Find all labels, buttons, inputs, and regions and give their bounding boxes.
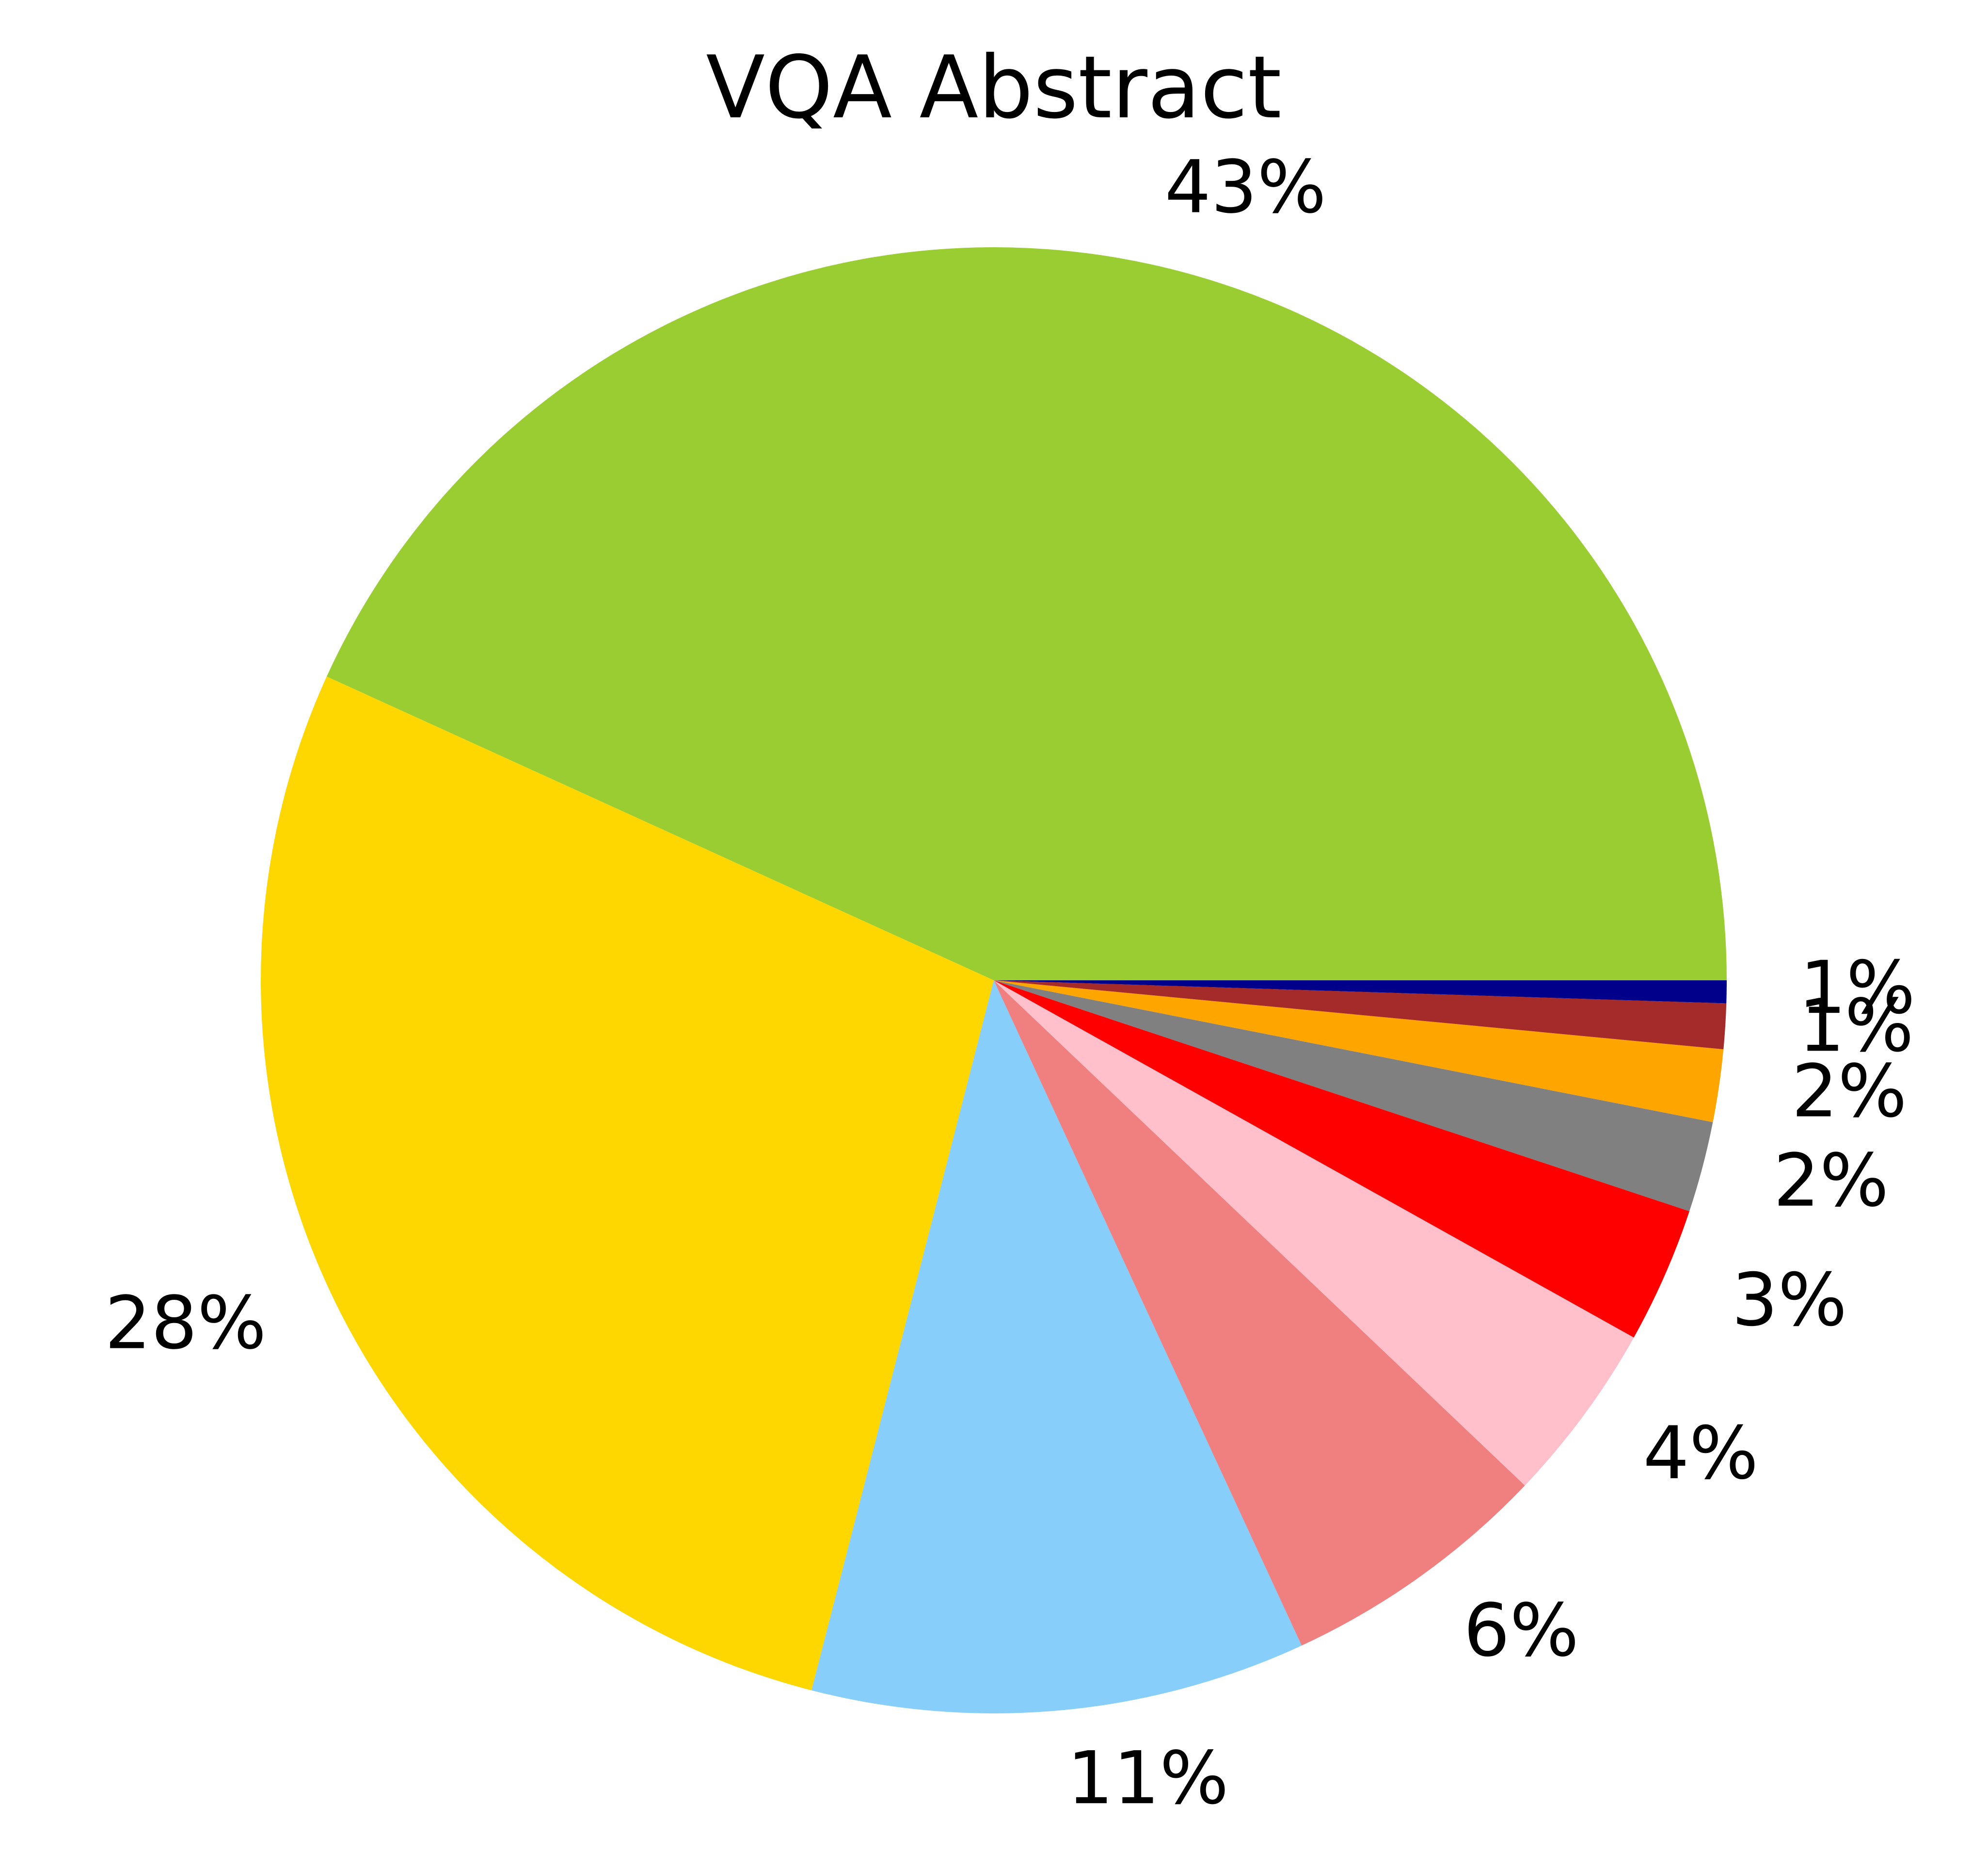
pie-slice-10 [994, 980, 1727, 1004]
pie-slice-label-8: 2% [1792, 1050, 1907, 1134]
pie-slice-label-3: 11% [1067, 1736, 1228, 1821]
pie-slice-label-2: 28% [105, 1281, 266, 1366]
chart-title: VQA Abstract [706, 37, 1281, 138]
pie-slices [260, 247, 1727, 1714]
pie-slice-5 [994, 980, 1634, 1486]
pie-slice-2 [260, 676, 994, 1691]
pie-slice-label-6: 3% [1732, 1258, 1847, 1342]
pie-slice-label-7: 2% [1773, 1139, 1889, 1223]
pie-slice-6 [994, 980, 1690, 1338]
pie-slice-4 [994, 980, 1525, 1646]
pie-slice-label-9: 1% [1798, 984, 1914, 1068]
pie-slice-7 [994, 980, 1713, 1212]
pie-slice-label-4: 6% [1463, 1589, 1579, 1673]
pie-slice-9 [994, 980, 1727, 1050]
pie-slice-1 [326, 247, 1727, 981]
pie-slice-3 [811, 980, 1302, 1714]
pie-slice-label-1: 43% [1165, 145, 1326, 230]
pie-labels: 43%28%11%6%4%3%2%2%1%1% [105, 145, 1915, 1821]
pie-slice-8 [994, 980, 1724, 1122]
pie-slice-label-5: 4% [1643, 1411, 1758, 1496]
pie-slice-label-10: 1% [1800, 946, 1915, 1030]
